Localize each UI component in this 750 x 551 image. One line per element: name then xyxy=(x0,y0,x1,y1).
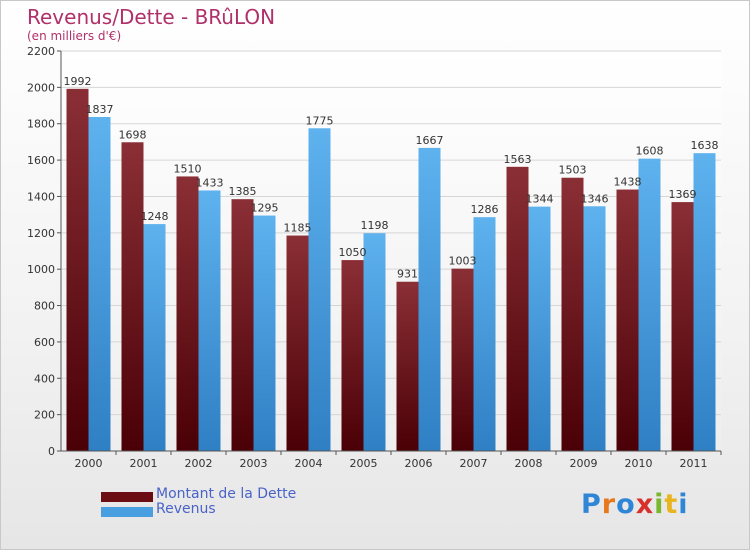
data-label: 1563 xyxy=(504,153,532,166)
logo-letter: r xyxy=(601,489,617,520)
x-tick-label: 2009 xyxy=(570,457,598,470)
bar-dette xyxy=(176,176,199,452)
y-axis-ticks: 0 200 400 600 800 1000 1200 1400 1600 1800 2000 220… xyxy=(27,45,61,458)
data-label: 1344 xyxy=(526,193,554,206)
data-label: 1638 xyxy=(691,139,719,152)
bar-dette xyxy=(671,202,694,451)
bar-revenus xyxy=(198,190,221,452)
data-label: 1510 xyxy=(174,162,202,175)
bar-revenus xyxy=(418,147,441,451)
bar-revenus xyxy=(308,128,331,451)
logo-letter: i xyxy=(678,489,689,520)
data-label: 1503 xyxy=(559,164,587,177)
bar-revenus xyxy=(363,233,386,451)
y-tick-label: 1800 xyxy=(27,118,55,131)
x-tick-label: 2004 xyxy=(295,457,323,470)
bar-revenus xyxy=(528,206,551,451)
chart-subtitle: (en milliers d'€) xyxy=(27,29,122,43)
data-label: 1185 xyxy=(284,222,312,235)
bars xyxy=(66,88,716,452)
proxiti-logo: Proxiti xyxy=(581,489,689,520)
data-label: 1667 xyxy=(416,134,444,147)
data-label: 931 xyxy=(397,268,418,281)
y-tick-label: 1400 xyxy=(27,190,55,203)
legend-label-revenus: Revenus xyxy=(156,501,216,517)
legend-swatch-dette xyxy=(101,492,153,502)
logo-letter: i xyxy=(654,489,665,520)
bar-dette xyxy=(286,235,309,451)
y-tick-label: 1200 xyxy=(27,227,55,240)
bar-revenus xyxy=(143,224,166,451)
bar-dette xyxy=(121,142,144,452)
y-tick-label: 1000 xyxy=(27,263,55,276)
x-tick-label: 2001 xyxy=(130,457,158,470)
bar-revenus xyxy=(583,206,606,451)
y-tick-label: 200 xyxy=(34,409,55,422)
legend-swatch-revenus xyxy=(101,507,153,517)
bar-dette xyxy=(616,189,639,451)
bar-revenus xyxy=(88,117,111,451)
plot-area xyxy=(61,51,721,451)
bar-dette xyxy=(451,268,474,451)
x-tick-label: 2011 xyxy=(680,457,708,470)
data-label: 1992 xyxy=(64,75,92,88)
bar-revenus xyxy=(693,153,716,451)
data-label: 1608 xyxy=(636,145,664,158)
logo-letter: o xyxy=(616,489,636,520)
bar-dette xyxy=(561,177,584,451)
logo-letter: P xyxy=(581,489,602,520)
data-label: 1433 xyxy=(196,176,224,189)
chart-title: Revenus/Dette - BRûLON xyxy=(27,5,276,29)
y-tick-label: 800 xyxy=(34,300,55,313)
x-tick-label: 2007 xyxy=(460,457,488,470)
bar-dette xyxy=(341,260,364,451)
bar-revenus xyxy=(473,217,496,451)
data-label: 1286 xyxy=(471,203,499,216)
x-tick-label: 2006 xyxy=(405,457,433,470)
data-label: 1369 xyxy=(669,188,697,201)
x-tick-label: 2003 xyxy=(240,457,268,470)
data-label: 1198 xyxy=(361,219,389,232)
y-tick-label: 400 xyxy=(34,372,55,385)
x-tick-label: 2000 xyxy=(75,457,103,470)
y-tick-label: 600 xyxy=(34,336,55,349)
data-label: 1837 xyxy=(86,103,114,116)
y-tick-label: 0 xyxy=(48,445,55,458)
bar-dette xyxy=(231,199,254,451)
data-label: 1295 xyxy=(251,202,279,215)
data-label: 1438 xyxy=(614,176,642,189)
bar-revenus xyxy=(253,215,276,451)
x-tick-label: 2002 xyxy=(185,457,213,470)
bar-dette xyxy=(506,166,529,451)
y-tick-label: 1600 xyxy=(27,154,55,167)
logo-letter: t xyxy=(664,489,679,520)
x-tick-label: 2008 xyxy=(515,457,543,470)
data-label: 1003 xyxy=(449,255,477,268)
data-label: 1248 xyxy=(141,210,169,223)
bar-dette xyxy=(66,88,89,452)
data-label: 1698 xyxy=(119,128,147,141)
grid-lines xyxy=(61,50,721,416)
x-tick-label: 2010 xyxy=(625,457,653,470)
bar-dette xyxy=(396,281,419,451)
logo-letter: x xyxy=(635,489,655,520)
y-tick-label: 2200 xyxy=(27,45,55,58)
data-label: 1385 xyxy=(229,185,257,198)
legend-label-dette: Montant de la Dette xyxy=(156,486,297,502)
y-tick-label: 2000 xyxy=(27,81,55,94)
x-tick-label: 2005 xyxy=(350,457,378,470)
data-label: 1050 xyxy=(339,246,367,259)
bar-revenus xyxy=(638,158,661,452)
x-axis-ticks: 2000 2001 2002 2003 2004 2005 2006 2007 2008 2009… xyxy=(75,451,722,470)
data-label: 1346 xyxy=(581,192,609,205)
data-label: 1775 xyxy=(306,114,334,127)
